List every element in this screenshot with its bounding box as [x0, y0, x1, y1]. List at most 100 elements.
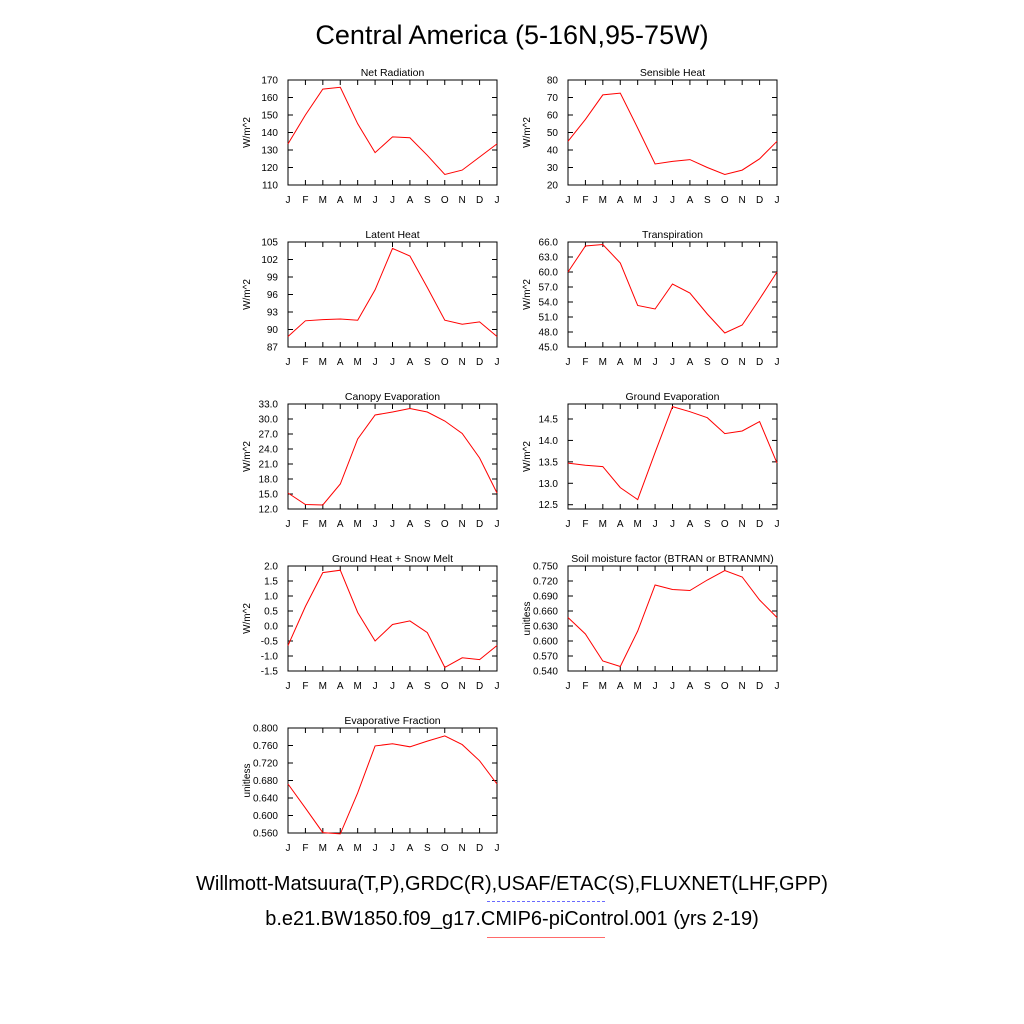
y-tick-label: 15.0 — [259, 490, 279, 501]
x-tick-label: J — [566, 519, 571, 530]
x-tick-label: J — [286, 357, 291, 368]
x-tick-label: M — [353, 357, 361, 368]
x-tick-label: O — [721, 681, 729, 692]
x-tick-label: N — [459, 843, 466, 854]
plot-frame — [287, 565, 498, 672]
x-tick-label: M — [319, 519, 327, 530]
y-tick-label: 40 — [547, 146, 559, 157]
x-tick-label: O — [721, 195, 729, 206]
x-tick-label: J — [373, 843, 378, 854]
plot-frame — [287, 79, 498, 186]
x-tick-label: J — [566, 681, 571, 692]
x-tick-label: J — [390, 843, 395, 854]
x-tick-label: A — [407, 843, 414, 854]
legend-observations-dashed-line — [487, 901, 605, 902]
y-tick-label: 0.630 — [533, 622, 558, 633]
plot-frame — [567, 79, 778, 186]
y-tick-label: 50 — [547, 128, 559, 139]
y-tick-label: 13.0 — [539, 479, 559, 490]
plot-frame — [287, 403, 498, 510]
y-tick-label: 96 — [267, 290, 279, 301]
y-tick-label: -1.5 — [261, 667, 279, 678]
x-tick-label: J — [775, 357, 780, 368]
y-tick-label: 0.600 — [533, 637, 558, 648]
x-tick-label: S — [424, 681, 431, 692]
x-tick-label: O — [441, 357, 449, 368]
panel-title: Soil moisture factor (BTRAN or BTRANMN) — [571, 553, 773, 565]
x-tick-label: J — [495, 681, 500, 692]
x-tick-label: J — [373, 681, 378, 692]
series-line-model — [287, 247, 498, 337]
x-tick-label: J — [775, 195, 780, 206]
x-tick-label: A — [337, 195, 344, 206]
y-tick-label: 14.5 — [539, 415, 559, 426]
y-tick-label: 1.0 — [264, 592, 278, 603]
x-tick-label: M — [353, 519, 361, 530]
y-axis-label: W/m^2 — [242, 603, 253, 634]
x-tick-label: M — [599, 357, 607, 368]
x-tick-label: J — [775, 681, 780, 692]
x-tick-label: A — [617, 195, 624, 206]
x-tick-label: A — [617, 519, 624, 530]
x-tick-label: J — [286, 843, 291, 854]
x-tick-label: J — [670, 681, 675, 692]
y-axis-label: W/m^2 — [522, 279, 533, 310]
x-tick-label: M — [319, 195, 327, 206]
x-tick-label: D — [476, 357, 483, 368]
panel-title: Ground Evaporation — [626, 391, 720, 403]
x-tick-label: D — [756, 519, 763, 530]
x-tick-label: A — [337, 843, 344, 854]
x-tick-label: A — [687, 681, 694, 692]
x-tick-label: F — [302, 357, 308, 368]
x-tick-label: A — [407, 357, 414, 368]
y-tick-label: 63.0 — [539, 253, 559, 264]
y-tick-label: 20 — [547, 181, 559, 192]
x-tick-label: M — [633, 519, 641, 530]
y-axis-label: W/m^2 — [522, 117, 533, 148]
x-tick-label: J — [286, 681, 291, 692]
x-tick-label: M — [633, 195, 641, 206]
x-tick-label: N — [459, 195, 466, 206]
x-tick-label: A — [407, 519, 414, 530]
x-tick-label: J — [653, 681, 658, 692]
x-tick-label: J — [495, 357, 500, 368]
y-tick-label: 110 — [262, 181, 278, 192]
y-tick-label: 0.720 — [533, 577, 558, 588]
x-tick-label: M — [633, 357, 641, 368]
x-tick-label: M — [599, 195, 607, 206]
panel-7: Soil moisture factor (BTRAN or BTRANMN) u… — [522, 553, 780, 692]
x-tick-label: O — [721, 357, 729, 368]
x-tick-label: S — [704, 195, 711, 206]
x-tick-label: S — [704, 357, 711, 368]
x-tick-label: J — [670, 519, 675, 530]
y-tick-label: -1.0 — [261, 652, 279, 663]
plot-frame — [567, 241, 778, 348]
x-tick-label: A — [337, 681, 344, 692]
x-tick-label: M — [599, 681, 607, 692]
x-tick-label: O — [441, 195, 449, 206]
x-tick-label: J — [653, 357, 658, 368]
series-line-model — [287, 569, 498, 669]
x-tick-label: M — [599, 519, 607, 530]
y-tick-label: 0.690 — [533, 592, 558, 603]
x-tick-label: F — [582, 519, 588, 530]
panel-title: Transpiration — [642, 229, 703, 241]
y-tick-label: 2.0 — [264, 562, 278, 573]
y-tick-label: 90 — [267, 325, 279, 336]
x-tick-label: J — [286, 195, 291, 206]
x-tick-label: J — [495, 195, 500, 206]
panel-title: Ground Heat + Snow Melt — [332, 553, 453, 565]
series-line-model — [287, 86, 498, 176]
x-tick-label: J — [390, 357, 395, 368]
x-tick-label: F — [582, 681, 588, 692]
x-tick-label: J — [373, 195, 378, 206]
x-tick-label: F — [302, 195, 308, 206]
x-tick-label: D — [476, 681, 483, 692]
y-tick-label: -0.5 — [261, 637, 279, 648]
panel-title: Net Radiation — [361, 67, 425, 79]
